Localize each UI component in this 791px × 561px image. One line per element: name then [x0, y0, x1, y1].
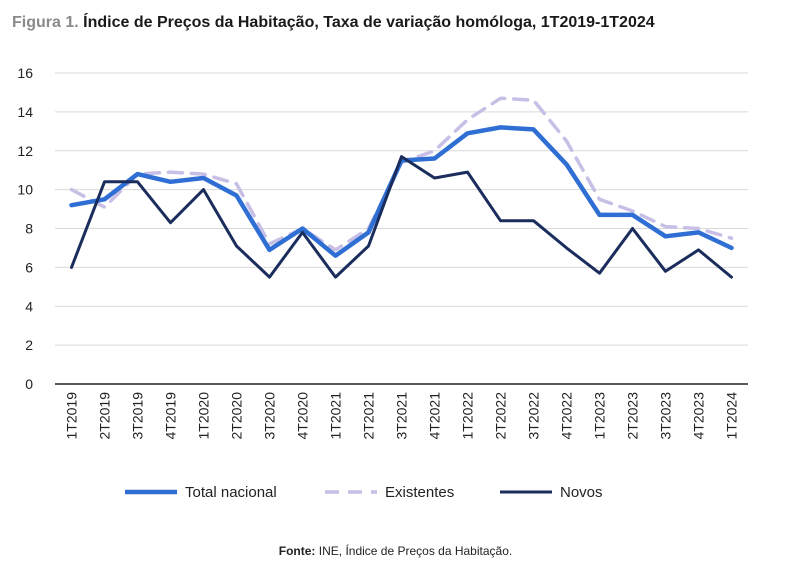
- figure-title-text: Índice de Preços da Habitação, Taxa de v…: [83, 14, 655, 31]
- x-tick-label: 1T2020: [196, 392, 212, 440]
- series-line-novos: [70, 155, 733, 279]
- figure-label: Figura 1.: [12, 14, 79, 31]
- source-note: Fonte: INE, Índice de Preços da Habitaçã…: [0, 544, 791, 558]
- legend-label: Total nacional: [185, 484, 277, 501]
- x-tick-label: 4T2019: [163, 392, 179, 440]
- x-tick-label: 2T2020: [229, 392, 245, 440]
- y-tick-label: 10: [17, 182, 33, 198]
- source-text: INE, Índice de Preços da Habitação.: [318, 544, 513, 558]
- y-tick-label: 16: [17, 65, 33, 81]
- x-tick-label: 4T2020: [295, 392, 311, 440]
- x-tick-label: 3T2019: [130, 392, 146, 440]
- x-axis-ticks: 1T2019 2T2019 3T2019 4T2019 1T2020 2T2020 3T20…: [64, 392, 740, 440]
- legend-label: Novos: [560, 484, 603, 501]
- x-tick-label: 2T2022: [493, 392, 509, 440]
- y-axis-ticks: 0 2 4 6 8 10 12 14 16: [17, 65, 33, 392]
- x-tick-label: 4T2022: [559, 392, 575, 440]
- x-tick-label: 4T2023: [691, 392, 707, 440]
- y-tick-label: 12: [17, 143, 33, 159]
- legend-label: Existentes: [385, 484, 454, 501]
- x-tick-label: 1T2023: [592, 392, 608, 440]
- x-tick-label: 4T2021: [427, 392, 443, 440]
- series-lines: [69, 96, 734, 279]
- x-tick-label: 2T2019: [97, 392, 113, 440]
- x-tick-label: 2T2021: [361, 392, 377, 440]
- x-tick-label: 1T2022: [460, 392, 476, 440]
- x-tick-label: 1T2024: [724, 392, 740, 440]
- y-tick-label: 2: [25, 337, 33, 353]
- legend: Total nacional Existentes Novos: [125, 484, 603, 501]
- x-tick-label: 1T2021: [328, 392, 344, 440]
- figure-title: Figura 1. Índice de Preços da Habitação,…: [12, 14, 655, 32]
- x-tick-label: 1T2019: [64, 392, 80, 440]
- x-tick-label: 3T2023: [658, 392, 674, 440]
- x-tick-label: 3T2022: [526, 392, 542, 440]
- y-tick-label: 8: [25, 221, 33, 237]
- x-tick-label: 2T2023: [625, 392, 641, 440]
- x-tick-label: 3T2021: [394, 392, 410, 440]
- y-tick-label: 0: [25, 376, 33, 392]
- y-tick-label: 14: [17, 104, 33, 120]
- y-tick-label: 6: [25, 259, 33, 275]
- series-line-total-nacional: [69, 125, 734, 258]
- x-tick-label: 3T2020: [262, 392, 278, 440]
- y-tick-label: 4: [25, 298, 33, 314]
- source-label: Fonte:: [278, 544, 316, 558]
- grid-lines: [55, 72, 748, 346]
